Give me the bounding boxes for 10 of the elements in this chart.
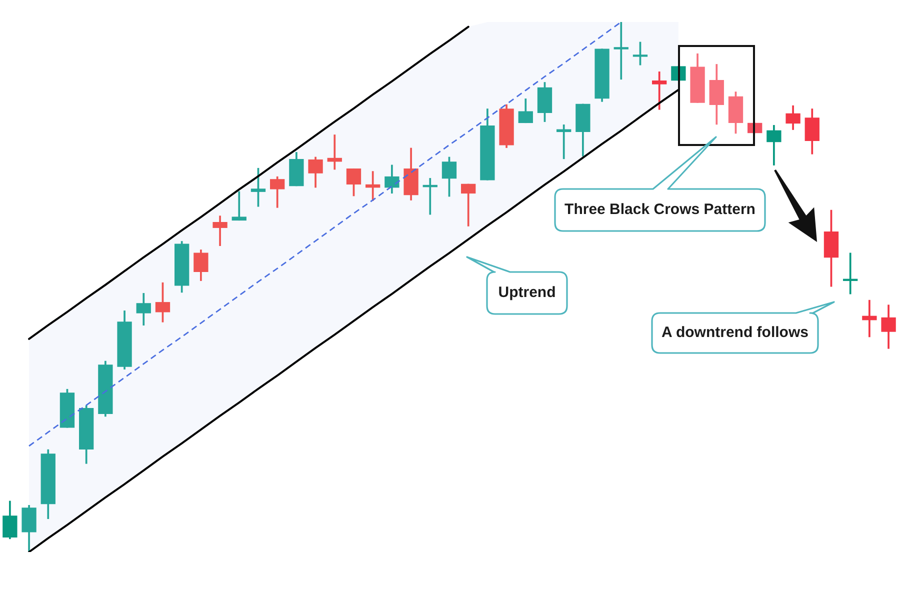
annotation: Uptrend: [498, 284, 556, 302]
candlestick: [843, 252, 858, 294]
candlestick: [862, 300, 877, 338]
candlestick: [232, 191, 246, 221]
candlestick: [366, 171, 380, 201]
candlestick: [614, 22, 628, 80]
candlestick: [652, 71, 667, 110]
candlestick: [327, 134, 342, 170]
annotation: A downtrend follows: [662, 324, 808, 342]
annotation: Three Black Crows Pattern: [564, 201, 756, 219]
